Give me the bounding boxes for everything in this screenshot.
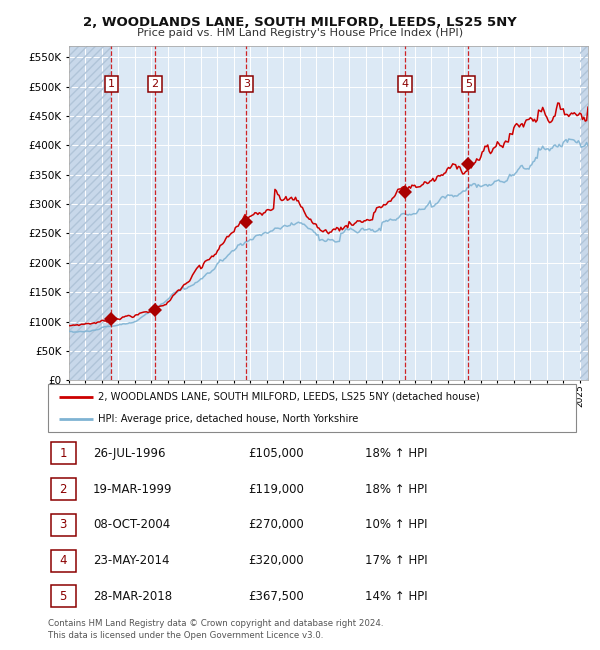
Text: 08-OCT-2004: 08-OCT-2004 [93,519,170,532]
Text: 2, WOODLANDS LANE, SOUTH MILFORD, LEEDS, LS25 5NY (detached house): 2, WOODLANDS LANE, SOUTH MILFORD, LEEDS,… [98,392,480,402]
FancyBboxPatch shape [48,384,576,432]
Bar [69,46,112,380]
Bar [580,46,588,380]
Text: £105,000: £105,000 [248,447,304,460]
Text: 5: 5 [59,590,67,603]
Bar [580,46,588,380]
Text: 1: 1 [59,447,67,460]
Text: £320,000: £320,000 [248,554,304,567]
Bar [69,46,112,380]
Text: 2: 2 [151,79,158,88]
Text: 26-JUL-1996: 26-JUL-1996 [93,447,166,460]
Text: 5: 5 [465,79,472,88]
FancyBboxPatch shape [50,514,76,536]
FancyBboxPatch shape [50,442,76,465]
Text: 3: 3 [59,519,67,532]
Text: 2: 2 [59,482,67,495]
Text: 3: 3 [243,79,250,88]
Text: 4: 4 [401,79,409,88]
Text: 1: 1 [108,79,115,88]
Text: 18% ↑ HPI: 18% ↑ HPI [365,447,427,460]
Text: £367,500: £367,500 [248,590,304,603]
Text: 14% ↑ HPI: 14% ↑ HPI [365,590,427,603]
Text: 19-MAR-1999: 19-MAR-1999 [93,482,172,495]
FancyBboxPatch shape [50,585,76,608]
Text: £119,000: £119,000 [248,482,305,495]
Text: Contains HM Land Registry data © Crown copyright and database right 2024.
This d: Contains HM Land Registry data © Crown c… [48,619,383,640]
FancyBboxPatch shape [50,549,76,572]
Text: 23-MAY-2014: 23-MAY-2014 [93,554,169,567]
Text: 18% ↑ HPI: 18% ↑ HPI [365,482,427,495]
Text: 10% ↑ HPI: 10% ↑ HPI [365,519,427,532]
Text: 28-MAR-2018: 28-MAR-2018 [93,590,172,603]
Text: 2, WOODLANDS LANE, SOUTH MILFORD, LEEDS, LS25 5NY: 2, WOODLANDS LANE, SOUTH MILFORD, LEEDS,… [83,16,517,29]
Text: 17% ↑ HPI: 17% ↑ HPI [365,554,427,567]
Text: HPI: Average price, detached house, North Yorkshire: HPI: Average price, detached house, Nort… [98,414,359,424]
Text: 4: 4 [59,554,67,567]
FancyBboxPatch shape [50,478,76,500]
Text: Price paid vs. HM Land Registry's House Price Index (HPI): Price paid vs. HM Land Registry's House … [137,28,463,38]
Text: £270,000: £270,000 [248,519,304,532]
